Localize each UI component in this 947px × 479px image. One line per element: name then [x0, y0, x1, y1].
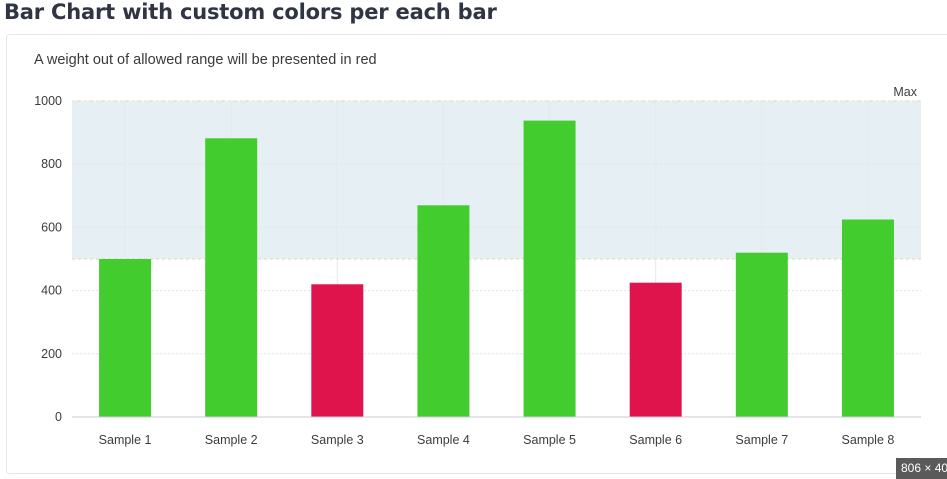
bar[interactable] — [205, 138, 258, 417]
x-tick-label: Sample 8 — [842, 433, 895, 447]
bar[interactable] — [735, 252, 788, 417]
x-tick-label: Sample 1 — [99, 433, 152, 447]
y-tick-label: 1000 — [34, 94, 62, 108]
bar[interactable] — [311, 284, 364, 417]
bar-chart: A weight out of allowed range will be pr… — [34, 52, 921, 447]
max-label: Max — [893, 85, 917, 99]
y-tick-label: 400 — [41, 284, 62, 298]
bar[interactable] — [417, 205, 470, 417]
bar[interactable] — [523, 120, 576, 417]
x-tick-label: Sample 5 — [523, 433, 576, 447]
bar[interactable] — [841, 219, 894, 418]
x-tick-label: Sample 2 — [205, 433, 258, 447]
y-tick-label: 0 — [55, 410, 62, 424]
bar[interactable] — [99, 259, 152, 417]
y-tick-label: 200 — [41, 347, 62, 361]
x-tick-label: Sample 4 — [417, 433, 470, 447]
y-tick-label: 800 — [41, 157, 62, 171]
chart-subtitle: A weight out of allowed range will be pr… — [34, 52, 377, 68]
x-tick-label: Sample 6 — [629, 433, 682, 447]
bar[interactable] — [629, 282, 682, 417]
allowed-range-band — [72, 101, 921, 259]
page-title: Bar Chart with custom colors per each ba… — [4, 0, 497, 24]
x-tick-label: Sample 7 — [735, 433, 788, 447]
x-tick-label: Sample 3 — [311, 433, 364, 447]
chart-card: A weight out of allowed range will be pr… — [6, 34, 947, 474]
size-badge: 806 × 40 — [896, 458, 947, 479]
y-tick-label: 600 — [41, 220, 62, 234]
